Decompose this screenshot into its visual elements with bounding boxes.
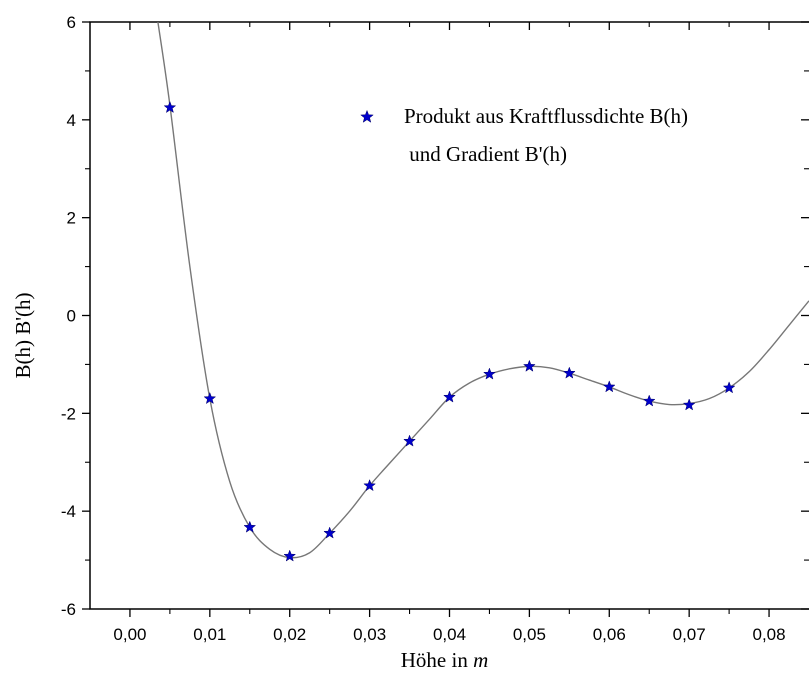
x-axis-title-text: Höhe in — [401, 648, 473, 672]
data-point-star — [283, 549, 297, 562]
x-tick-label: 0,06 — [593, 625, 626, 644]
data-point-star — [523, 359, 536, 372]
legend-marker — [360, 109, 374, 123]
x-axis-title-unit: m — [473, 648, 488, 672]
data-point-star — [602, 380, 616, 393]
x-tick-label: 0,01 — [193, 625, 226, 644]
x-tick-label: 0,04 — [433, 625, 466, 644]
data-point-star — [443, 390, 456, 403]
x-tick-label: 0,02 — [273, 625, 306, 644]
y-tick-label: 4 — [67, 111, 76, 130]
x-tick-label: 0,07 — [673, 625, 706, 644]
data-markers — [163, 100, 736, 562]
data-point-star — [323, 526, 337, 539]
data-point-star — [562, 366, 576, 379]
data-point-star — [642, 394, 656, 407]
data-point-star — [203, 391, 217, 405]
x-tick-label: 0,05 — [513, 625, 546, 644]
fit-curve — [157, 22, 809, 559]
data-point-star — [722, 381, 736, 394]
y-axis: -6 -4 -2 0 2 4 6 — [61, 13, 809, 619]
y-tick-label: 6 — [67, 13, 76, 32]
legend-label-line1: Produkt aus Kraftflussdichte B(h) — [404, 104, 688, 128]
legend-label-line2: und Gradient B'(h) — [404, 142, 567, 166]
x-axis: 0,00 0,01 0,02 0,03 0,04 0,05 0,06 0,07 0,08 — [113, 22, 786, 644]
y-tick-label: -6 — [61, 600, 76, 619]
data-point-star — [682, 398, 696, 411]
y-axis-title: B(h) B'(h) — [11, 292, 35, 378]
fit-curve-line — [157, 22, 809, 559]
y-tick-label: -2 — [61, 404, 76, 423]
x-axis-title: Höhe in m — [401, 648, 489, 672]
data-point-star — [403, 434, 416, 447]
y-tick-label: -4 — [61, 502, 76, 521]
data-point-star — [483, 367, 496, 380]
x-tick-label: 0,08 — [753, 625, 786, 644]
legend-star-icon — [360, 109, 374, 123]
y-tick-label: 2 — [67, 209, 76, 228]
data-point-star — [163, 100, 177, 114]
legend: Produkt aus Kraftflussdichte B(h) und Gr… — [360, 104, 688, 166]
x-tick-label: 0,03 — [353, 625, 386, 644]
data-point-star — [243, 520, 257, 533]
y-tick-label: 0 — [67, 307, 76, 326]
data-point-star — [363, 479, 376, 492]
x-tick-label: 0,00 — [113, 625, 146, 644]
